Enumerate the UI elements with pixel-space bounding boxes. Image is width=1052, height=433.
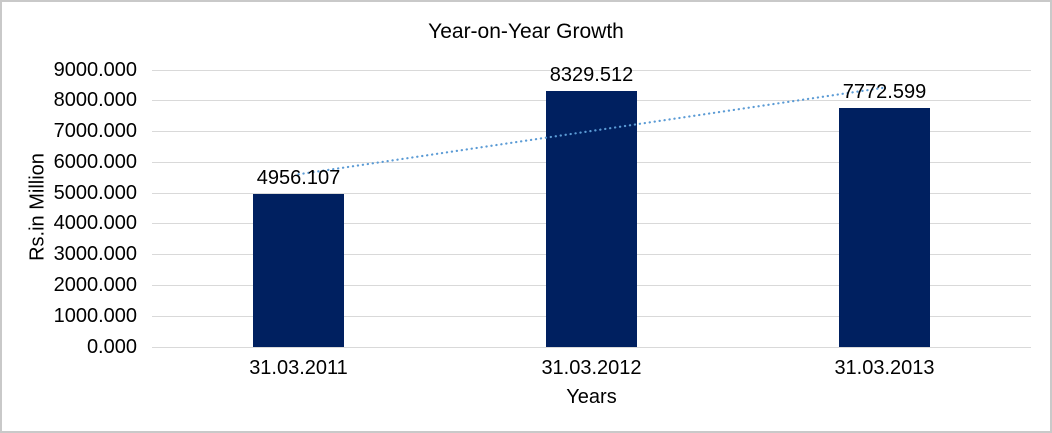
chart-title: Year-on-Year Growth bbox=[428, 20, 624, 43]
y-axis-tick-label: 6000.000 bbox=[53, 150, 137, 173]
data-label: 7772.599 bbox=[842, 80, 927, 103]
plot-area: 4956.107 8329.512 7772.599 bbox=[152, 64, 1031, 348]
y-axis-tick-label: 4000.000 bbox=[53, 212, 137, 235]
data-label: 8329.512 bbox=[549, 63, 634, 86]
y-axis-tick-label: 3000.000 bbox=[53, 243, 137, 266]
category-label: 31.03.2012 bbox=[541, 357, 642, 379]
x-axis-title: Years bbox=[566, 386, 617, 408]
bar bbox=[546, 90, 637, 347]
y-axis-tick-label: 7000.000 bbox=[53, 120, 137, 143]
y-axis-tick-label: 5000.000 bbox=[53, 181, 137, 204]
y-axis-tick-label: 9000.000 bbox=[53, 58, 137, 81]
bar bbox=[253, 194, 344, 347]
category-label: 31.03.2011 bbox=[249, 357, 348, 379]
gridline bbox=[152, 346, 1031, 348]
y-axis-tick-label: 8000.000 bbox=[53, 89, 137, 112]
bar bbox=[839, 107, 930, 347]
y-axis-tick-label: 0.000 bbox=[86, 335, 137, 358]
data-label: 4956.107 bbox=[256, 167, 341, 190]
trendline bbox=[297, 86, 886, 176]
gridline bbox=[152, 69, 1031, 71]
category-label: 31.03.2013 bbox=[834, 357, 935, 379]
y-axis-tick-label: 2000.000 bbox=[53, 273, 137, 296]
y-axis-tick-label: 1000.000 bbox=[53, 304, 137, 327]
